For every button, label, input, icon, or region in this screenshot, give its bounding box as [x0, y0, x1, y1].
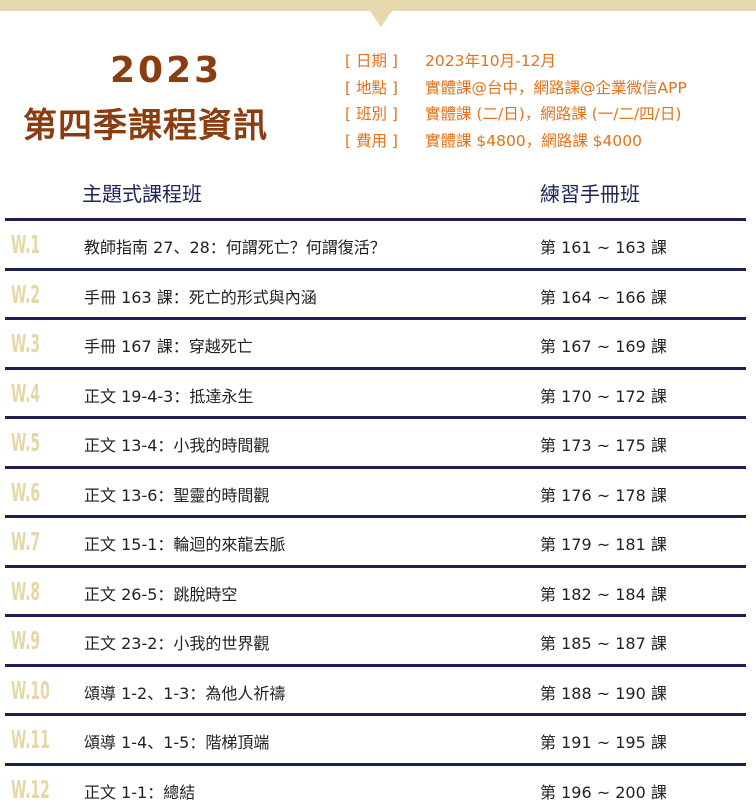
- table-row: W.4 正文 19-4-3：抵達永生 第 170 ~ 172 課: [5, 367, 746, 417]
- lesson-cell: 第 161 ~ 163 課: [540, 234, 667, 258]
- week-label: W.6: [11, 478, 40, 507]
- topic-cell: 正文 26-5：跳脫時空: [84, 581, 237, 605]
- table-row: W.1 教師指南 27、28：何謂死亡？何謂復活？ 第 161 ~ 163 課: [5, 218, 746, 268]
- column-header-topic: 主題式課程班: [82, 178, 202, 207]
- topic-cell: 頌導 1-4、1-5：階梯頂端: [84, 729, 269, 753]
- lesson-cell: 第 185 ~ 187 課: [540, 630, 667, 654]
- week-label: W.11: [11, 725, 50, 754]
- topic-cell: 正文 19-4-3：抵達永生: [84, 383, 253, 407]
- lesson-cell: 第 176 ~ 178 課: [540, 482, 667, 506]
- info-class-type-key: [ 班別 ]: [345, 101, 425, 128]
- lesson-cell: 第 188 ~ 190 課: [540, 680, 667, 704]
- table-row: W.6 正文 13-6：聖靈的時間觀 第 176 ~ 178 課: [5, 466, 746, 516]
- topic-cell: 手冊 163 課：死亡的形式與內涵: [84, 284, 317, 308]
- table-row: W.12 正文 1-1：總結 第 196 ~ 200 課: [5, 763, 746, 812]
- table-row: W.11 頌導 1-4、1-5：階梯頂端 第 191 ~ 195 課: [5, 713, 746, 763]
- info-fee: [ 費用 ]實體課 $4800，網路課 $4000: [345, 128, 687, 155]
- info-fee-value: 實體課 $4800，網路課 $4000: [425, 132, 642, 150]
- lesson-cell: 第 196 ~ 200 課: [540, 779, 667, 803]
- info-class-type-value: 實體課 (二/日)，網路課 (一/二/四/日): [425, 105, 681, 123]
- top-notch-marker: [370, 11, 392, 27]
- table-row: W.8 正文 26-5：跳脫時空 第 182 ~ 184 課: [5, 565, 746, 615]
- column-header-workbook: 練習手冊班: [540, 178, 640, 207]
- course-table: W.1 教師指南 27、28：何謂死亡？何謂復活？ 第 161 ~ 163 課 …: [5, 218, 746, 812]
- week-label: W.9: [11, 626, 40, 655]
- table-row: W.10 頌導 1-2、1-3：為他人祈禱 第 188 ~ 190 課: [5, 664, 746, 714]
- week-label: W.10: [11, 676, 50, 705]
- table-row: W.3 手冊 167 課：穿越死亡 第 167 ~ 169 課: [5, 317, 746, 367]
- lesson-cell: 第 182 ~ 184 課: [540, 581, 667, 605]
- lesson-cell: 第 191 ~ 195 課: [540, 729, 667, 753]
- info-location-value: 實體課@台中，網路課@企業微信APP: [425, 79, 687, 97]
- table-row: W.7 正文 15-1：輪迴的來龍去脈 第 179 ~ 181 課: [5, 515, 746, 565]
- info-date-key: [ 日期 ]: [345, 48, 425, 75]
- season-title: 第四季課程資訊: [23, 98, 268, 147]
- info-date-value: 2023年10月-12月: [425, 52, 556, 70]
- table-row: W.5 正文 13-4：小我的時間觀 第 173 ~ 175 課: [5, 416, 746, 466]
- info-date: [ 日期 ]2023年10月-12月: [345, 48, 687, 75]
- table-row: W.2 手冊 163 課：死亡的形式與內涵 第 164 ~ 166 課: [5, 268, 746, 318]
- topic-cell: 手冊 167 課：穿越死亡: [84, 333, 253, 357]
- info-location-key: [ 地點 ]: [345, 75, 425, 102]
- week-label: W.8: [11, 577, 40, 606]
- lesson-cell: 第 179 ~ 181 課: [540, 531, 667, 555]
- topic-cell: 教師指南 27、28：何謂死亡？何謂復活？: [84, 234, 386, 258]
- info-location: [ 地點 ]實體課@台中，網路課@企業微信APP: [345, 75, 687, 102]
- info-block: [ 日期 ]2023年10月-12月 [ 地點 ]實體課@台中，網路課@企業微信…: [345, 48, 687, 154]
- topic-cell: 頌導 1-2、1-3：為他人祈禱: [84, 680, 285, 704]
- top-accent-bar: [0, 0, 756, 11]
- topic-cell: 正文 13-4：小我的時間觀: [84, 432, 269, 456]
- info-fee-key: [ 費用 ]: [345, 128, 425, 155]
- lesson-cell: 第 164 ~ 166 課: [540, 284, 667, 308]
- week-label: W.5: [11, 428, 40, 457]
- topic-cell: 正文 23-2：小我的世界觀: [84, 630, 269, 654]
- week-label: W.2: [11, 280, 40, 309]
- week-label: W.4: [11, 379, 40, 408]
- week-label: W.12: [11, 775, 50, 804]
- week-label: W.7: [11, 527, 40, 556]
- info-class-type: [ 班別 ]實體課 (二/日)，網路課 (一/二/四/日): [345, 101, 687, 128]
- lesson-cell: 第 167 ~ 169 課: [540, 333, 667, 357]
- lesson-cell: 第 173 ~ 175 課: [540, 432, 667, 456]
- topic-cell: 正文 1-1：總結: [84, 779, 195, 803]
- week-label: W.3: [11, 329, 40, 358]
- topic-cell: 正文 13-6：聖靈的時間觀: [84, 482, 269, 506]
- table-row: W.9 正文 23-2：小我的世界觀 第 185 ~ 187 課: [5, 614, 746, 664]
- lesson-cell: 第 170 ~ 172 課: [540, 383, 667, 407]
- week-label: W.1: [11, 230, 40, 259]
- topic-cell: 正文 15-1：輪迴的來龍去脈: [84, 531, 285, 555]
- year-heading: 2023: [110, 50, 222, 91]
